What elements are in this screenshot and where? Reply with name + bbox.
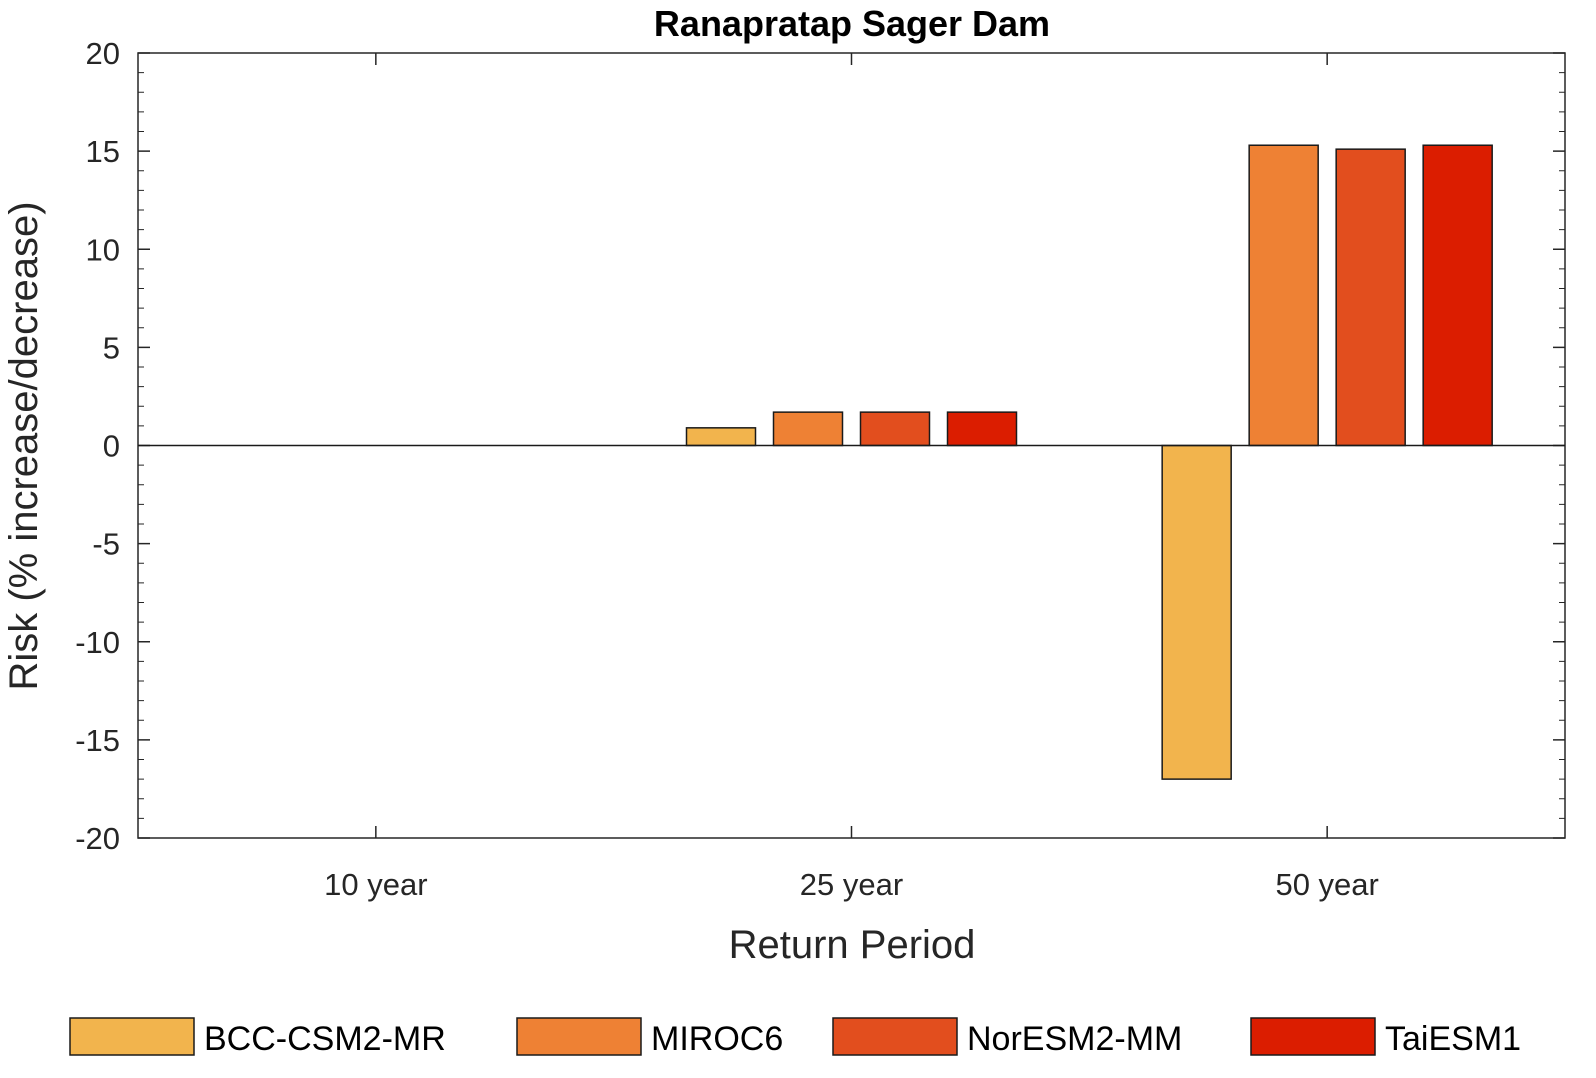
- legend-label: NorESM2-MM: [967, 1020, 1182, 1058]
- y-tick-label: -5: [92, 527, 120, 562]
- y-tick-label: -10: [75, 625, 120, 660]
- legend-label: BCC-CSM2-MR: [204, 1020, 446, 1058]
- y-tick-label: 5: [103, 330, 120, 365]
- bar: [1422, 144, 1493, 447]
- x-tick-label: 10 year: [324, 867, 427, 902]
- bar: [1335, 148, 1406, 447]
- y-tick-label: 10: [86, 232, 120, 267]
- y-tick-label: -20: [75, 821, 120, 856]
- y-tick-label: 20: [86, 36, 120, 71]
- bar: [1161, 444, 1232, 780]
- bar: [1248, 144, 1319, 447]
- legend-swatch: [832, 1017, 958, 1056]
- legend-swatch: [516, 1017, 642, 1056]
- x-tick-label: 25 year: [800, 867, 903, 902]
- x-axis-title: Return Period: [729, 923, 976, 967]
- bar: [772, 411, 844, 447]
- legend-swatch: [69, 1017, 195, 1056]
- bar: [685, 427, 757, 447]
- plot-area: -20 -15 -10 -5 0 5 10 15 20 10 year 25 year 50 year: [75, 36, 1566, 902]
- legend: BCC-CSM2-MR MIROC6 NorESM2-MM TaiESM1: [69, 1017, 1521, 1058]
- bar: [859, 411, 931, 447]
- legend-label: TaiESM1: [1385, 1020, 1521, 1058]
- y-tick-label: -15: [75, 723, 120, 758]
- y-tick-label: 15: [86, 134, 120, 169]
- bar: [946, 411, 1018, 447]
- y-tick-label: 0: [103, 429, 120, 464]
- chart-title: Ranapratap Sager Dam: [654, 3, 1050, 44]
- legend-label: MIROC6: [651, 1020, 783, 1058]
- x-tick-label: 50 year: [1275, 867, 1378, 902]
- legend-swatch: [1250, 1017, 1376, 1056]
- y-axis-title: Risk (% increase/decrease): [2, 201, 46, 690]
